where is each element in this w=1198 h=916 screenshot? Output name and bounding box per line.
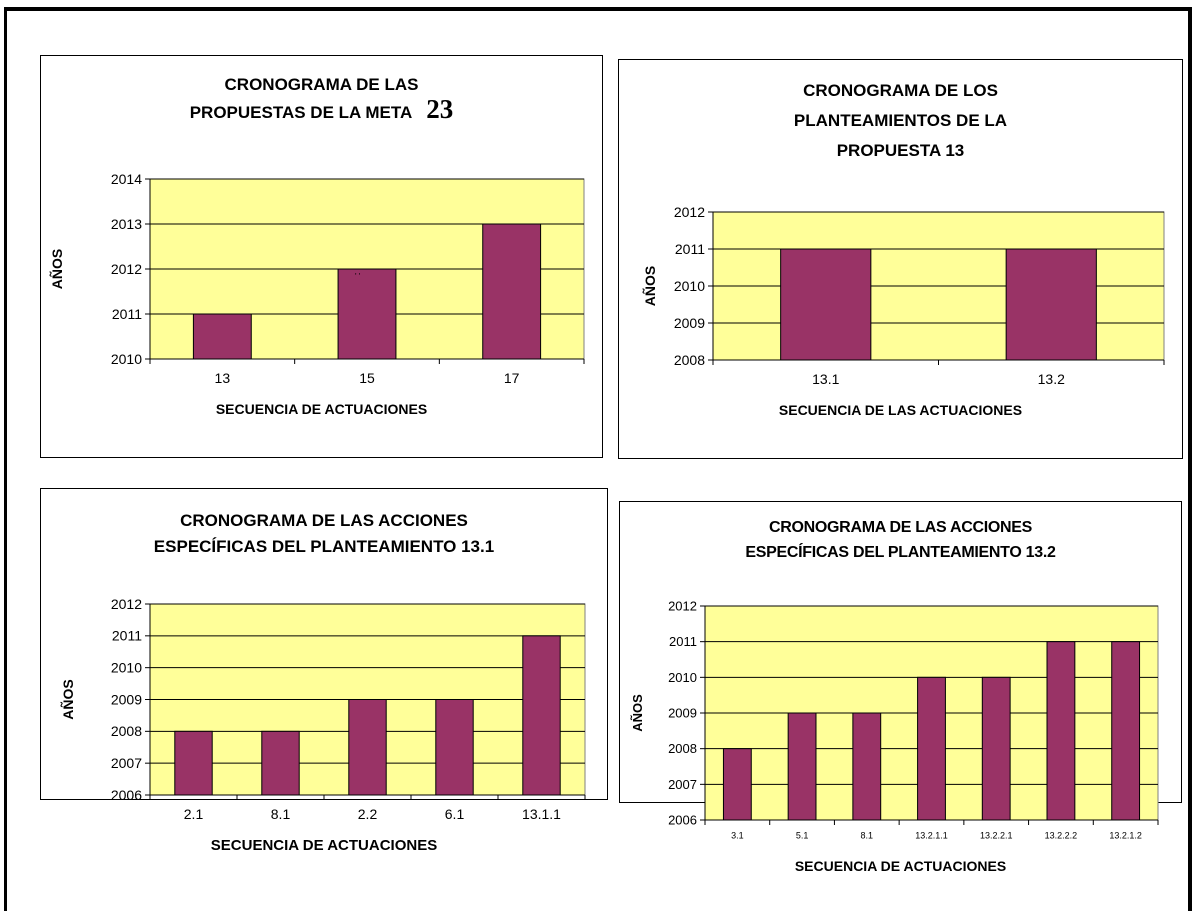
x-tick-label: 13.2.1.1 — [915, 831, 948, 841]
x-tick-label: 5.1 — [796, 831, 809, 841]
chart-title: CRONOGRAMA DE LOS PLANTEAMIENTOS DE LA P… — [619, 76, 1182, 166]
bar — [348, 699, 387, 796]
y-tick-label: 2007 — [111, 755, 142, 771]
y-tick-label: 2010 — [668, 670, 697, 685]
bar — [1111, 641, 1141, 821]
x-tick-label: 8.1 — [271, 806, 291, 822]
x-tick-label: 6.1 — [445, 806, 465, 822]
bar — [435, 699, 474, 796]
x-axis-label: SECUENCIA DE LAS ACTUACIONES — [778, 402, 1023, 418]
y-tick-label: 2014 — [111, 171, 142, 187]
y-tick-label: 2011 — [112, 306, 142, 322]
chart-title-line-2: ESPECÍFICAS DEL PLANTEAMIENTO 13.2 — [745, 544, 1056, 561]
bar — [522, 635, 561, 796]
bar — [1046, 641, 1076, 821]
y-tick-label: 2012 — [668, 599, 697, 614]
y-tick-label: 2012 — [111, 596, 142, 612]
x-tick-label: 15 — [359, 370, 375, 386]
y-tick-label: 2008 — [674, 352, 705, 368]
chart-panel-planteamiento-13-2: CRONOGRAMA DE LAS ACCIONES ESPECÍFICAS D… — [619, 501, 1182, 874]
chart-svg: 2008 2009 2010 2011 2012 13.1 13.2 AÑOS — [641, 204, 1165, 387]
y-tick-label: 2010 — [674, 278, 705, 294]
y-tick-label: 2011 — [669, 634, 697, 649]
x-axis-label: SECUENCIA DE ACTUACIONES — [215, 401, 428, 417]
chart-svg: 2010 2011 2012 2013 2014 13 15 17 AÑOS ' ' — [48, 171, 585, 386]
chart-title: CRONOGRAMA DE LAS PROPUESTAS DE LA META 2… — [41, 72, 602, 125]
x-tick-label: 13.2.1.2 — [1109, 831, 1142, 841]
x-axis-label: SECUENCIA DE ACTUACIONES — [794, 858, 1007, 874]
bar — [787, 712, 817, 821]
chart-title-number: 23 — [426, 94, 454, 124]
chart-svg: 2006 2007 2008 2009 2010 2011 2012 3.1 5.1 8.1 13.… — [630, 599, 1159, 841]
y-tick-label: 2007 — [668, 777, 697, 792]
chart-title: CRONOGRAMA DE LAS ACCIONES ESPECÍFICAS D… — [41, 508, 607, 560]
x-tick-label: 13 — [215, 370, 231, 386]
y-axis-label: AÑOS — [630, 694, 645, 732]
chart-panel-planteamiento-13-1: CRONOGRAMA DE LAS ACCIONES ESPECÍFICAS D… — [40, 488, 608, 854]
bar — [337, 268, 397, 360]
x-tick-label: 13.2 — [1038, 371, 1065, 387]
bar — [981, 676, 1011, 821]
y-tick-label: 2008 — [111, 723, 142, 739]
bar — [722, 748, 752, 821]
chart-title-line-1: CRONOGRAMA DE LAS — [224, 75, 419, 94]
bar — [1005, 248, 1097, 361]
x-tick-label: 17 — [504, 370, 520, 386]
bar — [482, 223, 542, 360]
x-axis-label: SECUENCIA DE ACTUACIONES — [210, 837, 438, 854]
page-frame — [4, 7, 1192, 911]
y-tick-label: 2010 — [111, 351, 142, 367]
bar — [261, 730, 300, 796]
chart-title: CRONOGRAMA DE LAS ACCIONES ESPECÍFICAS D… — [620, 515, 1181, 565]
y-axis-label: AÑOS — [59, 679, 76, 719]
x-tick-label: 13.1 — [812, 371, 839, 387]
y-tick-label: 2006 — [111, 787, 142, 803]
x-tick-label: 8.1 — [861, 831, 874, 841]
x-tick-label: 2.2 — [358, 806, 378, 822]
y-tick-label: 2012 — [674, 204, 705, 220]
bar — [780, 248, 872, 361]
y-tick-label: 2011 — [112, 628, 142, 644]
chart-title-line-2: PLANTEAMIENTOS DE LA — [793, 111, 1008, 130]
y-axis-label: AÑOS — [48, 249, 65, 289]
chart-title-line-1: CRONOGRAMA DE LAS ACCIONES — [180, 511, 468, 530]
chart-title-line-3: PROPUESTA 13 — [836, 141, 965, 160]
y-tick-label: 2013 — [111, 216, 142, 232]
x-tick-label: 13.2.2.2 — [1045, 831, 1078, 841]
bar — [917, 676, 946, 821]
x-tick-label: 13.2.2.1 — [980, 831, 1013, 841]
y-tick-label: 2009 — [668, 706, 697, 721]
chart-panel-meta-23: CRONOGRAMA DE LAS PROPUESTAS DE LA META 2… — [40, 55, 603, 458]
chart-svg: 2006 2007 2008 2009 2010 2011 2012 2.1 8.1 2.2 6.1… — [59, 596, 586, 822]
bar — [192, 313, 252, 360]
bar — [852, 712, 882, 821]
y-tick-label: 2009 — [111, 691, 142, 707]
chart-title-line-2: PROPUESTAS DE LA META 23 — [41, 94, 602, 125]
y-tick-label: 2010 — [111, 660, 142, 676]
chart-title-line-2-text: PROPUESTAS DE LA META — [189, 103, 413, 122]
bar-annotation: ' ' — [355, 272, 361, 281]
y-axis-label: AÑOS — [641, 266, 658, 306]
y-tick-label: 2009 — [674, 315, 705, 331]
chart-title-line-1: CRONOGRAMA DE LOS — [803, 81, 998, 100]
x-tick-label: 2.1 — [184, 806, 204, 822]
y-tick-label: 2008 — [668, 741, 697, 756]
bar — [174, 730, 213, 796]
y-tick-label: 2012 — [111, 261, 142, 277]
x-tick-label: 3.1 — [731, 831, 744, 841]
chart-title-line-2: ESPECÍFICAS DEL PLANTEAMIENTO 13.1 — [153, 537, 495, 556]
chart-panel-propuesta-13: CRONOGRAMA DE LOS PLANTEAMIENTOS DE LA P… — [618, 59, 1183, 459]
chart-title-line-1: CRONOGRAMA DE LAS ACCIONES — [768, 519, 1033, 536]
y-tick-label: 2006 — [668, 813, 697, 828]
x-tick-label: 13.1.1 — [522, 806, 561, 822]
y-tick-label: 2011 — [675, 241, 705, 257]
